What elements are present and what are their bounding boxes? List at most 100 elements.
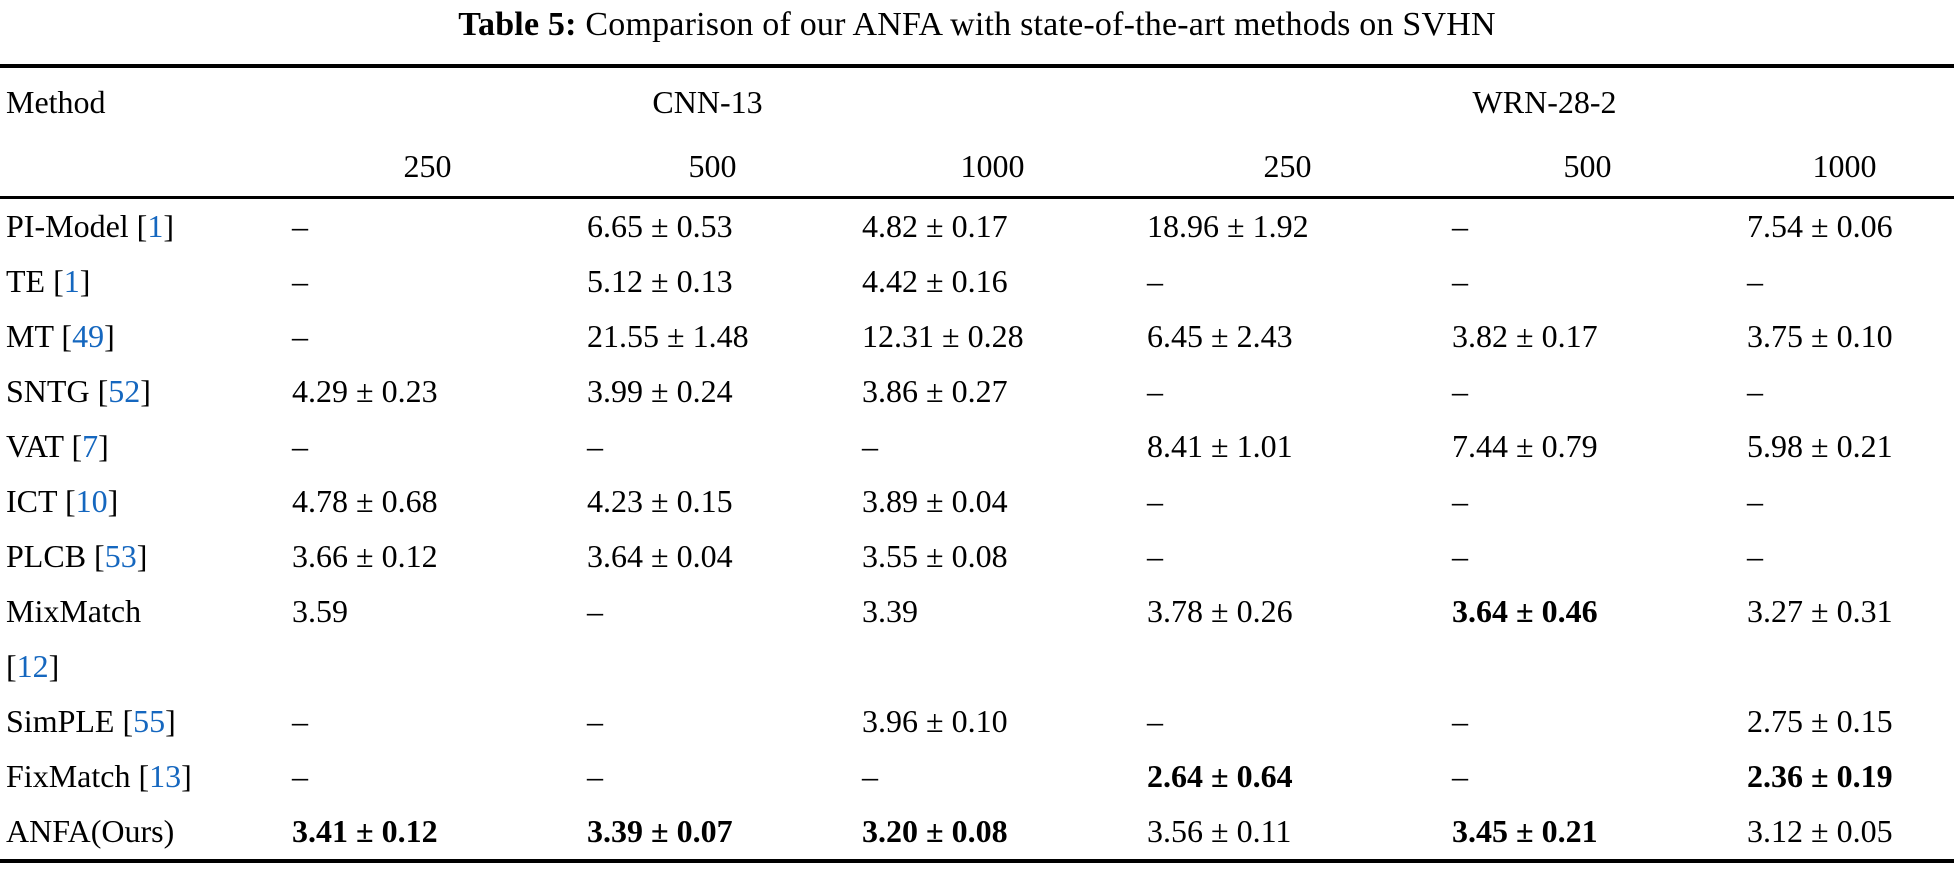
citation-bracket: [1] [53, 263, 91, 299]
value-text: – [587, 593, 603, 629]
value-text: 6.65 ± 0.53 [587, 208, 733, 244]
value-text: 4.42 ± 0.16 [862, 263, 1008, 299]
value-text: 3.56 ± 0.11 [1147, 813, 1292, 849]
value-cell: 3.86 ± 0.27 [850, 364, 1135, 419]
method-column-header: Method [6, 84, 106, 120]
results-table: Method CNN-13 WRN-28-2 250 500 1000 250 … [0, 64, 1954, 863]
value-cell: – [575, 694, 850, 749]
method-cell: SNTG [52] [0, 364, 280, 419]
method-name: VAT [6, 428, 64, 464]
method-cell: MT [49] [0, 309, 280, 364]
method-cell: MixMatch [12] [0, 584, 280, 694]
method-cell: ICT [10] [0, 474, 280, 529]
value-text: – [1747, 483, 1764, 519]
value-text: 2.36 ± 0.19 [1747, 758, 1893, 794]
value-cell: 3.64 ± 0.04 [575, 529, 850, 584]
value-text: – [292, 208, 308, 244]
value-text: 3.75 ± 0.10 [1747, 318, 1893, 354]
group-header-wrn282: WRN-28-2 [1472, 84, 1617, 120]
value-text: – [862, 758, 878, 794]
citation-link[interactable]: 10 [75, 483, 108, 519]
value-text: – [1452, 208, 1469, 244]
value-text: 7.44 ± 0.79 [1452, 428, 1598, 464]
value-cell: 3.59 [280, 584, 575, 694]
value-cell: 3.64 ± 0.46 [1440, 584, 1735, 694]
table-row-simple: SimPLE [55] – – 3.96 ± 0.10 – – 2.75 ± 0… [0, 694, 1954, 749]
table-caption-text: Comparison of our ANFA with state-of-the… [585, 6, 1496, 43]
size-header-wrn-1000: 1000 [1735, 136, 1954, 199]
value-text: 3.66 ± 0.12 [292, 538, 438, 574]
value-cell: 18.96 ± 1.92 [1135, 198, 1440, 255]
value-cell: – [575, 749, 850, 804]
value-cell: – [1135, 254, 1440, 309]
value-cell: – [575, 419, 850, 474]
method-cell: TE [1] [0, 254, 280, 309]
table-caption: Table 5: Comparison of our ANFA with sta… [0, 0, 1954, 64]
citation-link[interactable]: 7 [82, 428, 99, 464]
value-text: 3.12 ± 0.05 [1747, 813, 1893, 849]
method-cell: PLCB [53] [0, 529, 280, 584]
value-text: – [1147, 483, 1164, 519]
table-header: Method CNN-13 WRN-28-2 250 500 1000 250 … [0, 66, 1954, 199]
value-text: 3.64 ± 0.04 [587, 538, 733, 574]
value-text: – [1452, 483, 1469, 519]
header-group-row: Method CNN-13 WRN-28-2 [0, 66, 1954, 136]
value-text: – [292, 428, 308, 464]
value-cell: – [280, 694, 575, 749]
value-text: – [1452, 373, 1469, 409]
value-text: 4.82 ± 0.17 [862, 208, 1008, 244]
value-text: – [292, 263, 308, 299]
value-text: – [292, 758, 308, 794]
value-cell: 4.23 ± 0.15 [575, 474, 850, 529]
citation-link[interactable]: 52 [108, 373, 141, 409]
value-text: 3.20 ± 0.08 [862, 813, 1008, 849]
value-cell: 3.39 [850, 584, 1135, 694]
value-text: 5.98 ± 0.21 [1747, 428, 1893, 464]
value-text: – [1452, 703, 1469, 739]
table-body: PI-Model [1] – 6.65 ± 0.53 4.82 ± 0.17 1… [0, 198, 1954, 862]
value-text: 8.41 ± 1.01 [1147, 428, 1293, 464]
value-cell: – [1440, 254, 1735, 309]
value-text: – [1747, 538, 1764, 574]
value-text: – [292, 703, 308, 739]
citation-link[interactable]: 55 [133, 703, 166, 739]
citation-link[interactable]: 49 [72, 318, 105, 354]
method-name: SimPLE [6, 703, 115, 739]
value-text: 4.29 ± 0.23 [292, 373, 438, 409]
citation-bracket: [12] [6, 648, 60, 684]
method-name: FixMatch [6, 758, 131, 794]
value-cell: – [280, 749, 575, 804]
value-text: – [1452, 263, 1469, 299]
citation-link[interactable]: 12 [16, 648, 49, 684]
method-name: ANFA(Ours) [6, 813, 175, 849]
citation-link[interactable]: 53 [104, 538, 137, 574]
value-text: 4.23 ± 0.15 [587, 483, 733, 519]
method-name: TE [6, 263, 46, 299]
citation-link[interactable]: 1 [63, 263, 80, 299]
value-cell: 3.78 ± 0.26 [1135, 584, 1440, 694]
value-cell: 4.42 ± 0.16 [850, 254, 1135, 309]
value-cell: 5.12 ± 0.13 [575, 254, 850, 309]
value-text: 3.89 ± 0.04 [862, 483, 1008, 519]
method-cell: PI-Model [1] [0, 198, 280, 255]
value-cell: 3.27 ± 0.31 [1735, 584, 1954, 694]
value-cell: – [1135, 694, 1440, 749]
value-cell: – [280, 419, 575, 474]
value-cell: – [1735, 364, 1954, 419]
table-row-vat: VAT [7] – – – 8.41 ± 1.01 7.44 ± 0.79 5.… [0, 419, 1954, 474]
value-cell: 7.44 ± 0.79 [1440, 419, 1735, 474]
value-cell: 3.96 ± 0.10 [850, 694, 1135, 749]
citation-link[interactable]: 1 [147, 208, 164, 244]
value-cell: – [1440, 694, 1735, 749]
value-cell: – [1440, 474, 1735, 529]
method-name: MixMatch [6, 593, 142, 629]
citation-bracket: [55] [122, 703, 176, 739]
value-text: – [1747, 263, 1764, 299]
empty-header-cell [0, 136, 280, 199]
value-text: – [1452, 538, 1469, 574]
size-header-wrn-250: 250 [1135, 136, 1441, 199]
citation-link[interactable]: 13 [149, 758, 182, 794]
value-cell: – [1440, 529, 1735, 584]
size-header-cnn-500: 500 [575, 136, 850, 199]
citation-bracket: [7] [71, 428, 109, 464]
